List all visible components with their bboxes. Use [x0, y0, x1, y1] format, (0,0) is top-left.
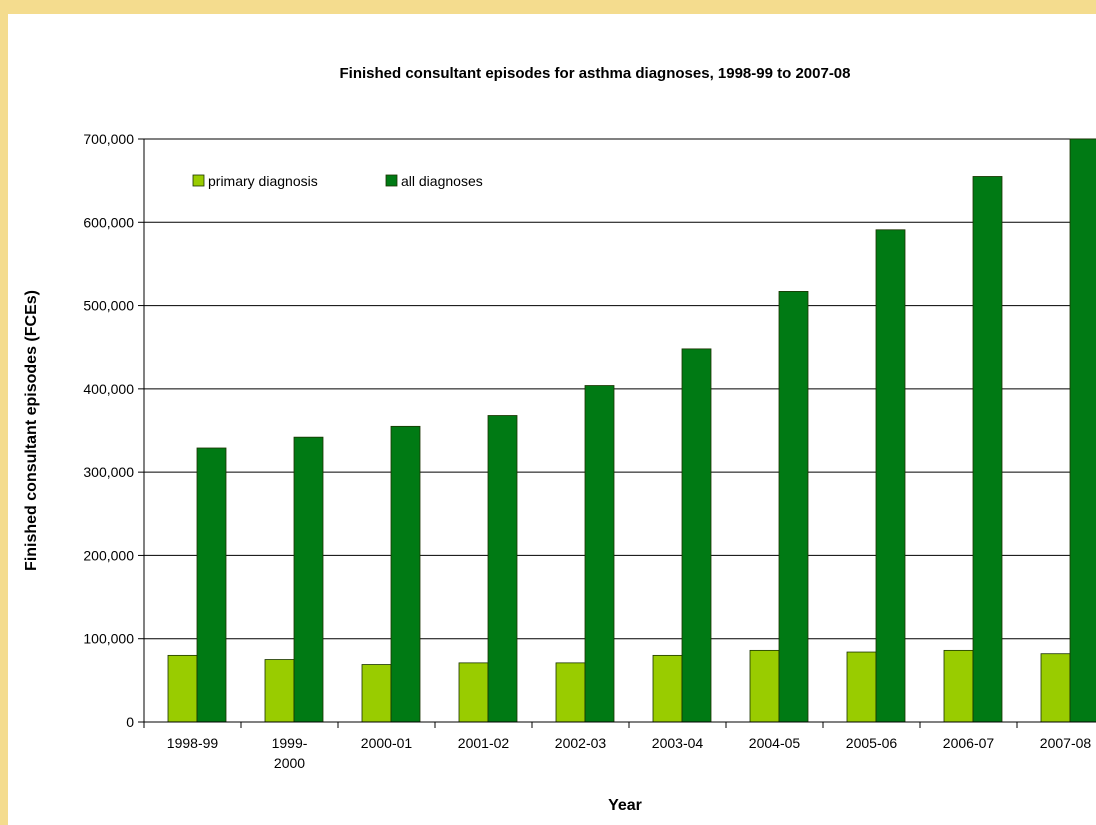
- bar-primary-diagnosis: [846, 651, 877, 723]
- x-tick-label: 2006-07: [943, 735, 995, 751]
- x-tick-label: 1998-99: [167, 735, 219, 751]
- bar-primary-diagnosis: [458, 662, 489, 723]
- chart-title: Finished consultant episodes for asthma …: [340, 65, 851, 82]
- y-tick-label: 600,000: [83, 214, 134, 230]
- bar-all-diagnoses: [196, 447, 227, 723]
- x-tick-label: 2004-05: [749, 735, 801, 751]
- bar-all-diagnoses: [972, 176, 1003, 723]
- x-axis-title: Year: [608, 797, 642, 814]
- y-tick-label: 200,000: [83, 547, 134, 563]
- bar-primary-diagnosis: [555, 662, 586, 723]
- y-tick-label: 300,000: [83, 464, 134, 480]
- legend-swatch-all-diagnoses: [385, 174, 398, 187]
- y-tick-label: 100,000: [83, 631, 134, 647]
- bar-all-diagnoses: [390, 425, 421, 723]
- axes: [143, 139, 1096, 723]
- y-tick-label: 500,000: [83, 298, 134, 314]
- bar-chart: Finished consultant episodes for asthma …: [23, 65, 1096, 814]
- bar-primary-diagnosis: [264, 659, 295, 723]
- gridlines: [144, 138, 1096, 640]
- bar-all-diagnoses: [778, 291, 809, 723]
- legend-label-primary-diagnosis: primary diagnosis: [208, 173, 318, 189]
- bars: [167, 138, 1096, 723]
- x-tick-label: 2002-03: [555, 735, 607, 751]
- bar-all-diagnoses: [293, 436, 324, 723]
- y-axis-title: Finished consultant episodes (FCEs): [23, 290, 40, 571]
- y-tick-label: 400,000: [83, 381, 134, 397]
- x-tick-label: 2000: [274, 755, 305, 771]
- bar-all-diagnoses: [875, 229, 906, 723]
- bar-primary-diagnosis: [749, 649, 780, 723]
- bar-all-diagnoses: [1069, 138, 1096, 723]
- bar-primary-diagnosis: [361, 664, 392, 723]
- x-tick-label: 2000-01: [361, 735, 413, 751]
- bar-primary-diagnosis: [652, 654, 683, 723]
- x-tick-label: 2001-02: [458, 735, 510, 751]
- bar-primary-diagnosis: [943, 649, 974, 723]
- bar-all-diagnoses: [584, 385, 615, 723]
- x-tick-label: 2003-04: [652, 735, 704, 751]
- y-tick-label: 700,000: [83, 131, 134, 147]
- legend-swatch-primary-diagnosis: [192, 174, 205, 187]
- x-tick-label: 2007-08: [1040, 735, 1092, 751]
- legend-label-all-diagnoses: all diagnoses: [401, 173, 483, 189]
- tick-labels: 0 100,000 200,000 300,000 400,000 500,000 600,…: [83, 131, 1091, 771]
- y-tick-label: 0: [126, 714, 134, 730]
- bar-all-diagnoses: [487, 415, 518, 723]
- bar-all-diagnoses: [681, 348, 712, 723]
- x-tick-label: 2005-06: [846, 735, 898, 751]
- chart-frame: Finished consultant episodes for asthma …: [8, 14, 1096, 825]
- bar-primary-diagnosis: [1040, 653, 1071, 723]
- legend: primary diagnosis all diagnoses: [192, 173, 483, 189]
- bar-primary-diagnosis: [167, 654, 198, 723]
- x-tick-label: 1999-: [272, 735, 308, 751]
